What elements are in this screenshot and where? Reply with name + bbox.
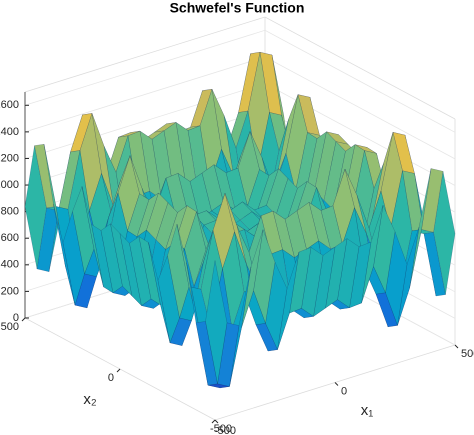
z-tick-label: 1600 [0,99,19,111]
z-tick-label: 600 [1,232,19,244]
surface-patch [205,260,228,384]
surface-patch [217,322,240,387]
z-tick-label: 200 [1,285,19,297]
surface-patch [100,223,123,294]
z-tick-label: 400 [1,259,19,271]
surface-patch [167,224,190,318]
surface-patch [110,223,133,297]
x-tick-label: 0 [341,385,347,397]
surface-patch [222,231,245,330]
y-tick [21,317,26,322]
x-tick [214,419,219,424]
surface-patch [224,193,247,265]
y-tick [116,368,121,373]
z-tick-label: 1400 [0,126,19,138]
surface-patch [184,210,207,288]
x-axis-label: x₁ [361,402,374,419]
z-tick-label: 0 [13,312,19,324]
y-tick-label: -500 [214,425,236,435]
surface-patch [207,383,230,389]
surface-patch [53,204,76,306]
z-tick-label: 1200 [0,152,19,164]
z-tick-label: 800 [1,206,19,218]
x-tick-label: 500 [461,348,474,360]
chart-title: Schwefel's Function [170,0,305,16]
y-tick-label: 500 [1,321,19,333]
x-tick [454,344,459,349]
surface-patch [241,229,264,328]
surface-patch [195,321,218,386]
surface-patch [119,232,142,307]
y-tick [211,419,216,424]
wall-outline [24,16,456,120]
z-tick-label: 1000 [0,179,19,191]
x-tick-label: -500 [210,423,232,435]
surface-patch [229,266,252,387]
y-tick-label: 0 [108,372,114,384]
y-axis-label: x₂ [83,391,97,408]
grid-line [24,29,456,133]
x-tick [334,382,339,386]
